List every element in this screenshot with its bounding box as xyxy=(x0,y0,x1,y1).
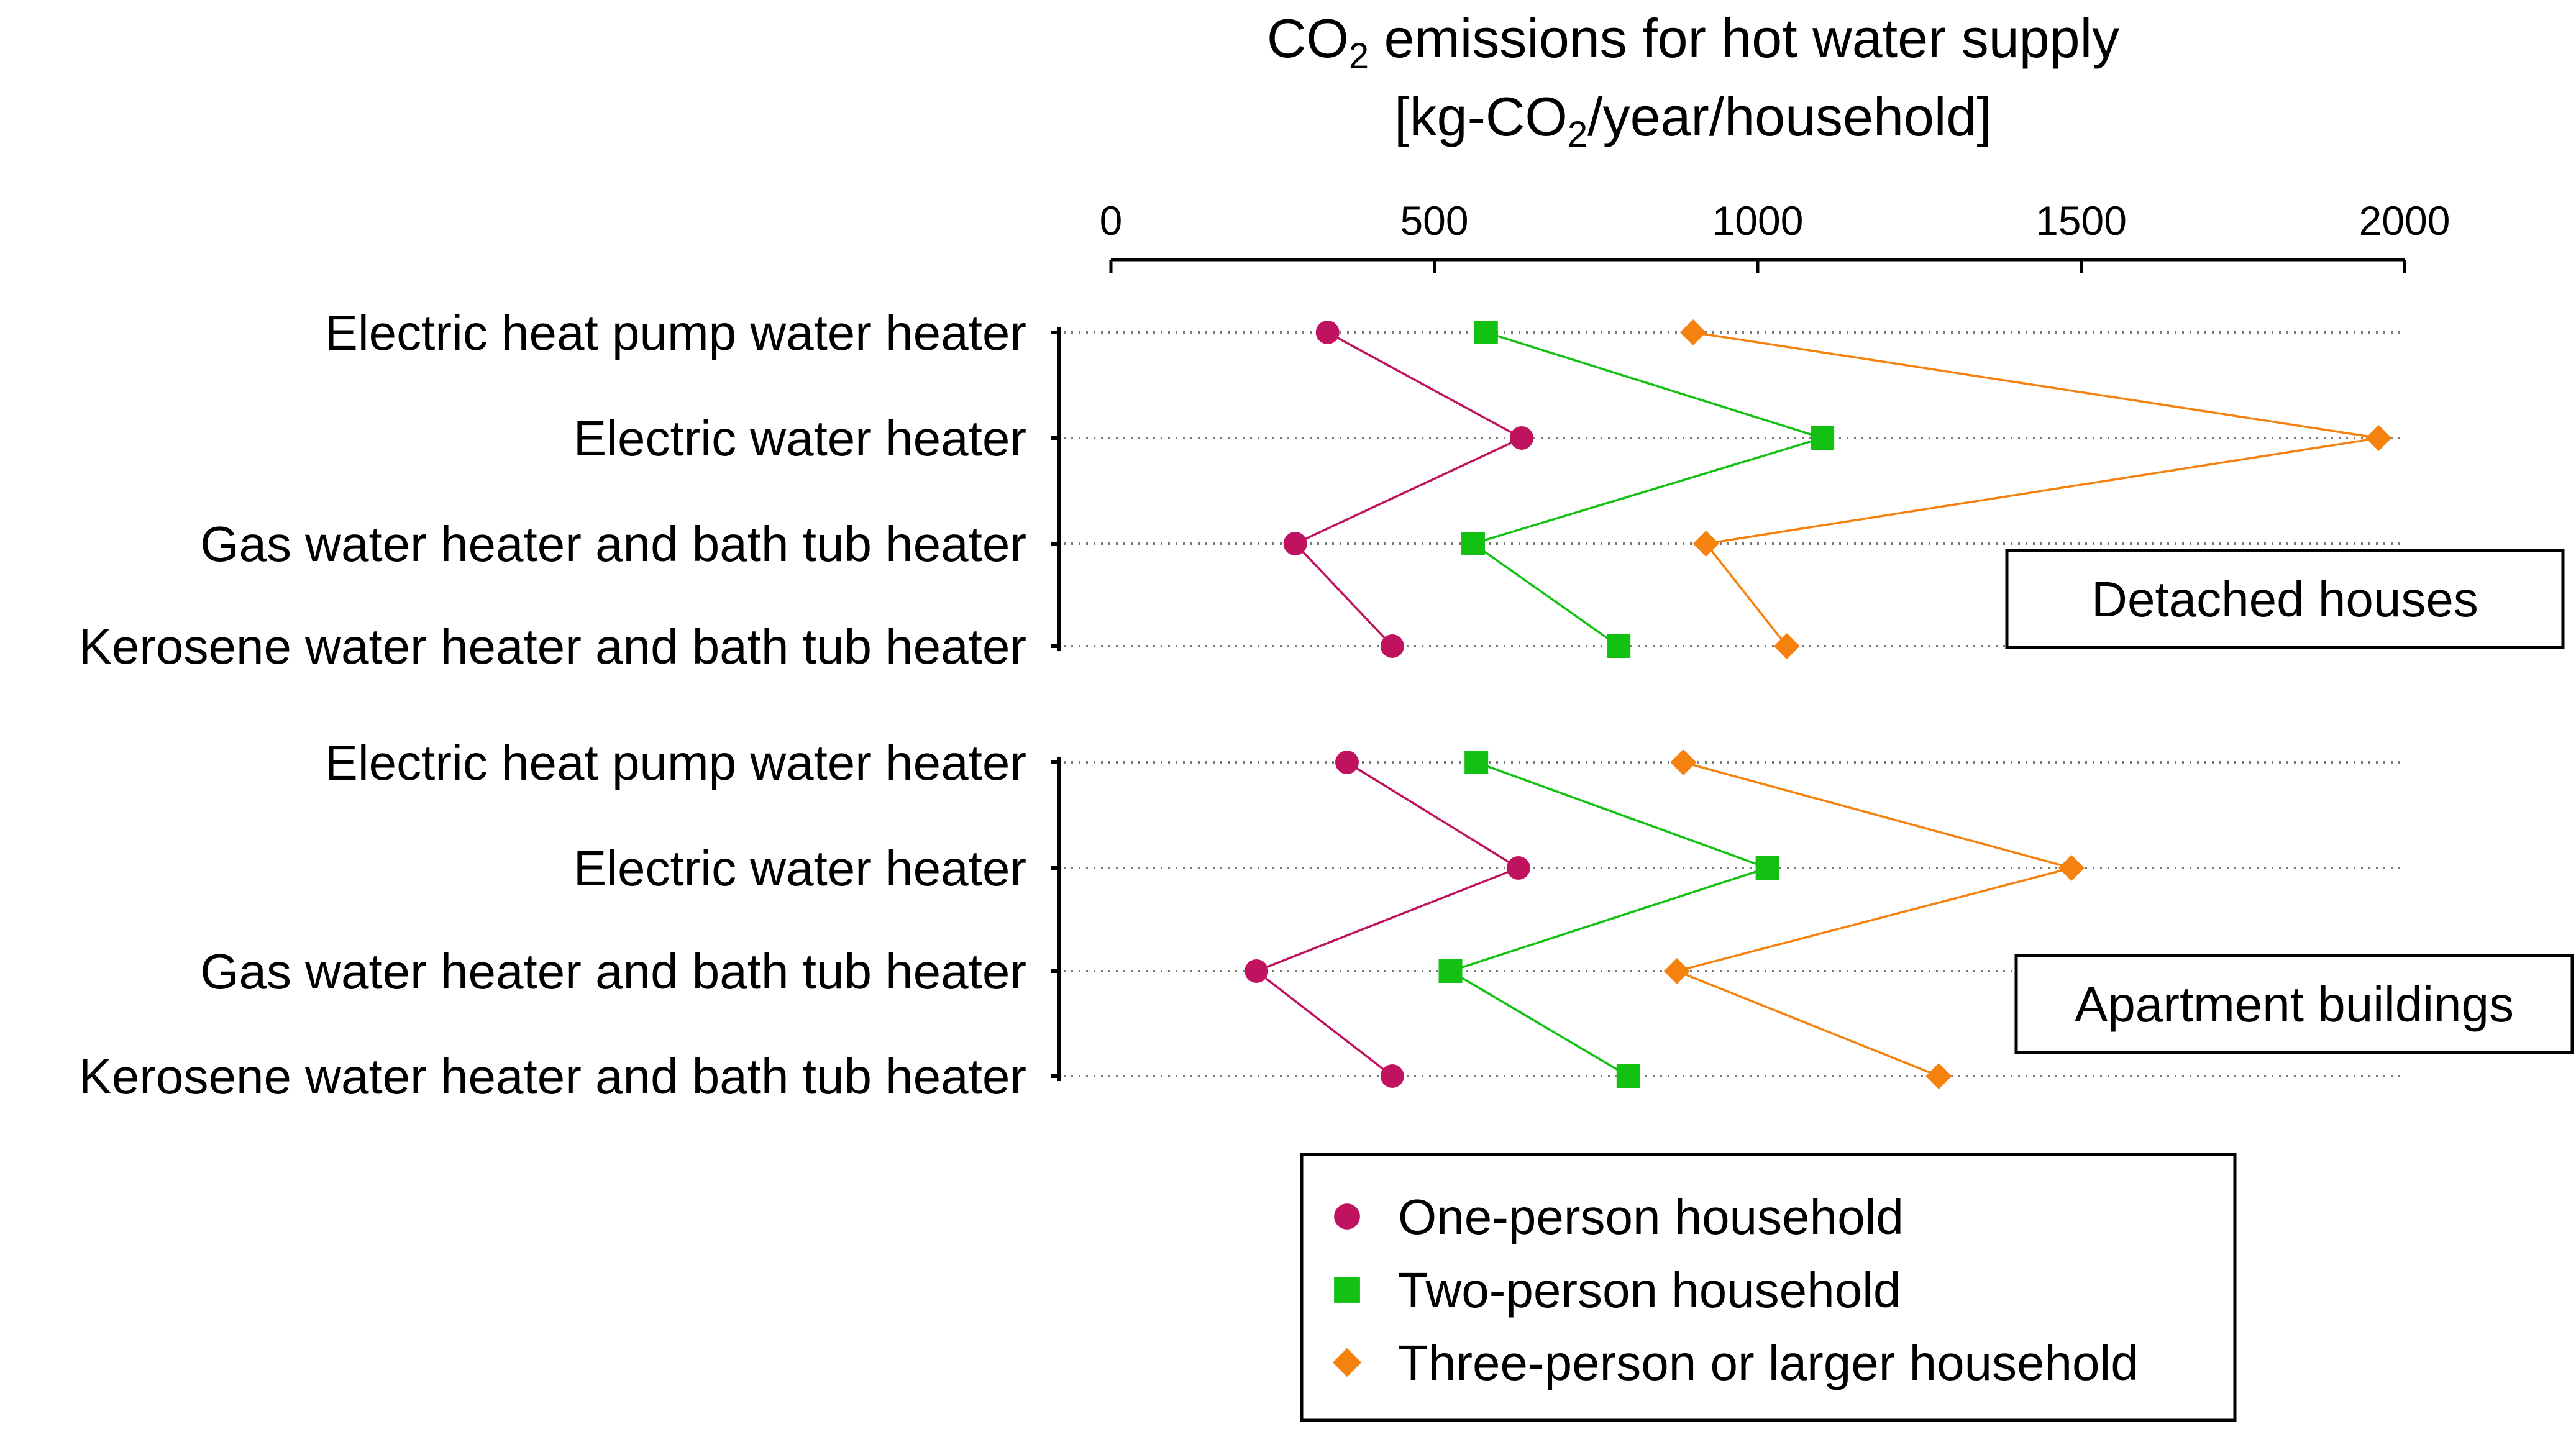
x-tick-label: 1000 xyxy=(1712,198,1804,244)
data-point xyxy=(1283,532,1307,555)
legend-marker xyxy=(1334,1203,1360,1230)
data-point xyxy=(1474,321,1498,344)
data-point xyxy=(1335,751,1359,774)
data-point xyxy=(1663,958,1690,984)
data-point xyxy=(1755,856,1779,880)
panel-label-box xyxy=(2014,954,2574,1054)
data-point xyxy=(1506,856,1530,880)
category-brackets xyxy=(1051,327,1061,1081)
data-point xyxy=(1464,751,1489,774)
category-label: Kerosene water heater and bath tub heate… xyxy=(78,1049,1026,1104)
panel-label: Detached houses xyxy=(2091,572,2478,627)
data-point xyxy=(1380,634,1404,658)
data-point xyxy=(1245,959,1269,983)
series-line xyxy=(1293,331,1524,647)
data-point xyxy=(1438,959,1463,983)
data-series xyxy=(1245,319,2392,1089)
category-label: Electric heat pump water heater xyxy=(325,305,1026,360)
panel-label: Apartment buildings xyxy=(2075,977,2514,1032)
data-point xyxy=(1461,532,1485,555)
data-point xyxy=(1679,319,1706,345)
legend-box xyxy=(1300,1153,2237,1422)
legend-marker xyxy=(1332,1348,1362,1377)
category-labels: Electric heat pump water heater Electric … xyxy=(78,305,1026,1104)
category-label: Electric water heater xyxy=(573,841,1026,896)
chart-title-line2: [kg-CO2/year/household] xyxy=(1394,86,1992,155)
legend-marker xyxy=(1334,1277,1360,1303)
data-point xyxy=(1811,426,1835,450)
chart-title-line1: CO2 emissions for hot water supply xyxy=(1267,7,2119,76)
series-line xyxy=(1673,761,2076,1077)
x-tick-label: 0 xyxy=(1100,198,1123,244)
x-tick-label: 2000 xyxy=(2359,198,2450,244)
data-point xyxy=(1616,1064,1640,1088)
data-point xyxy=(1315,321,1340,344)
series-line xyxy=(1254,761,1521,1077)
data-point xyxy=(1670,749,1697,775)
data-point xyxy=(1510,426,1534,450)
legend: One-person household Two-person household… xyxy=(1300,1153,2237,1422)
legend-label: One-person household xyxy=(1398,1189,1904,1244)
category-label: Electric water heater xyxy=(573,411,1026,466)
category-label: Kerosene water heater and bath tub heate… xyxy=(78,619,1026,674)
data-point xyxy=(2365,425,2392,451)
category-label: Gas water heater and bath tub heater xyxy=(200,516,1026,572)
data-point xyxy=(1380,1064,1404,1088)
legend-label: Two-person household xyxy=(1398,1262,1901,1318)
panel-label-box xyxy=(2005,549,2565,649)
x-tick-label: 500 xyxy=(1400,198,1468,244)
data-point xyxy=(1773,633,1800,659)
x-axis: 0 500 1000 1500 2000 xyxy=(1100,198,2450,273)
panel-labels: Detached houses Apartment buildings xyxy=(2005,549,2574,1054)
data-point xyxy=(1607,634,1631,658)
data-point xyxy=(1925,1063,1952,1089)
x-tick-label: 1500 xyxy=(2035,198,2127,244)
data-point xyxy=(2058,855,2085,881)
legend-label: Three-person or larger household xyxy=(1398,1335,2139,1390)
category-label: Electric heat pump water heater xyxy=(325,735,1026,790)
series-line xyxy=(1448,761,1771,1077)
series-line xyxy=(1692,331,2379,647)
series-line xyxy=(1471,331,1827,647)
category-label: Gas water heater and bath tub heater xyxy=(200,944,1026,999)
data-point xyxy=(1692,531,1719,557)
